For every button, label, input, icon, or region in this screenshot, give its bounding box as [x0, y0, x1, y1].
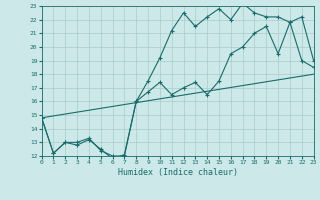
X-axis label: Humidex (Indice chaleur): Humidex (Indice chaleur)	[118, 168, 237, 177]
